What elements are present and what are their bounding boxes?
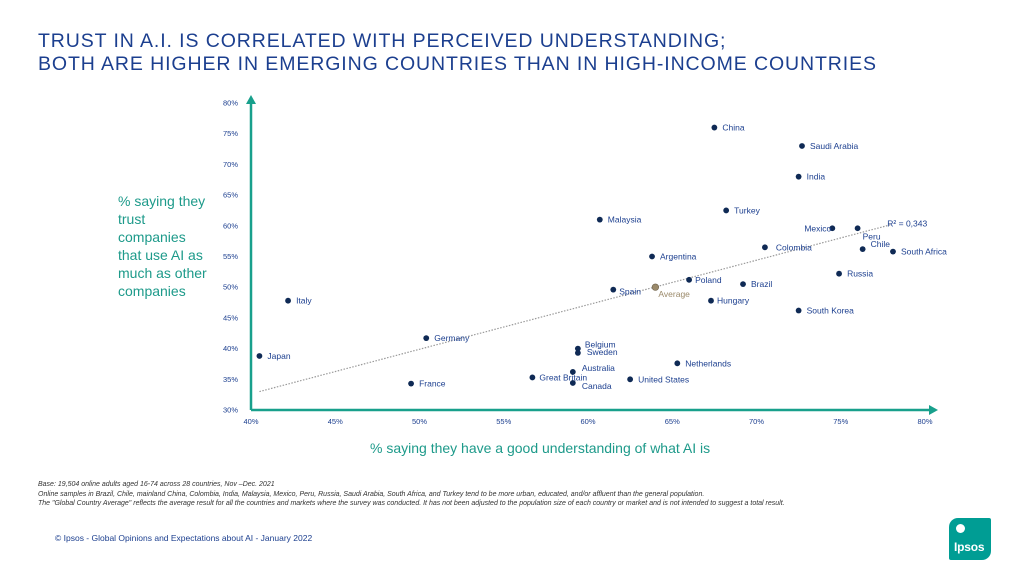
point-spain — [610, 286, 617, 293]
point-australia — [569, 369, 576, 375]
label-france: France — [419, 379, 446, 389]
point-average — [651, 283, 660, 291]
ipsos-logo: Ipsos — [949, 518, 991, 560]
logo-wordmark: Ipsos — [954, 540, 985, 554]
label-netherlands: Netherlands — [685, 358, 731, 368]
point-canada — [569, 380, 576, 386]
point-united-states — [627, 376, 634, 383]
point-mexico — [829, 225, 836, 232]
point-turkey — [723, 207, 730, 214]
label-chile: Chile — [871, 239, 891, 249]
x-tick-labels: 40% 45% 50% 55% 60% 65% 70% 75% 80% — [243, 417, 932, 426]
label-united-states: United States — [638, 374, 689, 384]
label-south-korea: South Korea — [807, 306, 855, 316]
label-india: India — [807, 172, 826, 182]
label-sweden: Sweden — [587, 347, 618, 357]
point-peru — [854, 225, 861, 232]
label-china: China — [722, 123, 744, 133]
label-japan: Japan — [267, 351, 290, 361]
x-tick-60: 60% — [580, 417, 595, 426]
label-saudi-arabia: Saudi Arabia — [810, 141, 858, 151]
title-line-1: TRUST IN A.I. IS CORRELATED WITH PERCEIV… — [38, 30, 727, 52]
label-brazil: Brazil — [751, 279, 772, 289]
chart-title: TRUST IN A.I. IS CORRELATED WITH PERCEIV… — [38, 30, 877, 76]
point-chile — [859, 246, 866, 253]
x-axis-arrow — [929, 405, 938, 415]
point-poland — [686, 276, 692, 283]
title-line-2: BOTH ARE HIGHER IN EMERGING COUNTRIES TH… — [38, 53, 877, 75]
label-italy: Italy — [296, 296, 312, 306]
x-tick-65: 65% — [665, 417, 680, 426]
y-tick-55: 55% — [223, 252, 238, 261]
y-tick-50: 50% — [223, 283, 238, 292]
trend-line — [259, 223, 892, 393]
point-south-korea — [795, 307, 802, 314]
point-south-africa — [890, 248, 896, 255]
label-average: Average — [658, 289, 690, 299]
x-tick-50: 50% — [412, 417, 427, 426]
label-great-britain: Great Britain — [539, 372, 587, 382]
y-tick-45: 45% — [223, 313, 238, 322]
point-china — [711, 124, 718, 131]
label-belgium: Belgium — [585, 340, 616, 350]
point-brazil — [740, 281, 746, 288]
label-peru: Peru — [863, 231, 881, 241]
point-belgium — [574, 345, 581, 352]
y-tick-75: 75% — [223, 129, 238, 138]
point-netherlands — [674, 360, 681, 367]
y-tick-70: 70% — [223, 160, 238, 169]
point-japan — [256, 353, 263, 359]
point-hungary — [708, 297, 714, 304]
footnote-average: The "Global Country Average" reflects th… — [38, 500, 785, 507]
logo-circle-icon — [956, 524, 965, 533]
label-canada: Canada — [582, 381, 612, 391]
label-mexico: Mexico — [804, 223, 831, 233]
label-russia: Russia — [847, 269, 873, 279]
x-tick-75: 75% — [833, 417, 848, 426]
label-australia: Australia — [582, 363, 615, 373]
x-tick-40: 40% — [243, 417, 258, 426]
point-colombia — [762, 244, 768, 251]
y-tick-35: 35% — [223, 375, 238, 384]
point-germany — [423, 335, 430, 342]
x-axis-label: % saying they have a good understanding … — [370, 440, 711, 456]
point-argentina — [649, 253, 655, 260]
y-tick-40: 40% — [223, 344, 238, 353]
point-great-britain — [529, 374, 536, 381]
label-spain: Spain — [619, 287, 641, 297]
label-turkey: Turkey — [734, 205, 760, 215]
x-tick-80: 80% — [917, 417, 932, 426]
r-squared-label: R² = 0,343 — [887, 219, 927, 229]
point-india — [795, 173, 802, 180]
x-tick-45: 45% — [328, 417, 343, 426]
footnotes: Base: 19,504 online adults aged 16-74 ac… — [38, 480, 785, 509]
x-tick-70: 70% — [749, 417, 764, 426]
point-malaysia — [596, 216, 603, 223]
y-tick-30: 30% — [223, 406, 238, 415]
y-axis-arrow — [246, 95, 256, 104]
point-saudi-arabia — [799, 143, 805, 149]
footnote-samples: Online samples in Brazil, Chile, mainlan… — [38, 490, 705, 498]
data-points: China Saudi Arabia India Turkey Malaysia Mexi… — [256, 123, 947, 391]
label-south-africa: South Africa — [901, 247, 947, 257]
y-tick-labels: 30% 35% 40% 45% 50% 55% 60% 65% 70% 75% 80% — [223, 99, 238, 415]
label-colombia: Colombia — [776, 242, 812, 252]
y-tick-80: 80% — [223, 99, 238, 108]
y-tick-65: 65% — [223, 191, 238, 200]
label-argentina: Argentina — [660, 252, 697, 262]
x-tick-55: 55% — [496, 417, 511, 426]
point-italy — [285, 297, 291, 304]
label-poland: Poland — [695, 275, 722, 285]
point-france — [408, 380, 414, 387]
point-sweden — [574, 349, 581, 356]
label-hungary: Hungary — [717, 296, 750, 306]
footnote-base: Base: 19,504 online adults aged 16-74 ac… — [38, 481, 275, 488]
point-russia — [836, 270, 842, 277]
label-malaysia: Malaysia — [608, 215, 642, 225]
label-germany: Germany — [434, 333, 470, 343]
footer-credit: © Ipsos - Global Opinions and Expectatio… — [55, 533, 313, 543]
y-tick-60: 60% — [223, 221, 238, 230]
y-axis-label: % saying they trust companies that use A… — [118, 193, 207, 299]
